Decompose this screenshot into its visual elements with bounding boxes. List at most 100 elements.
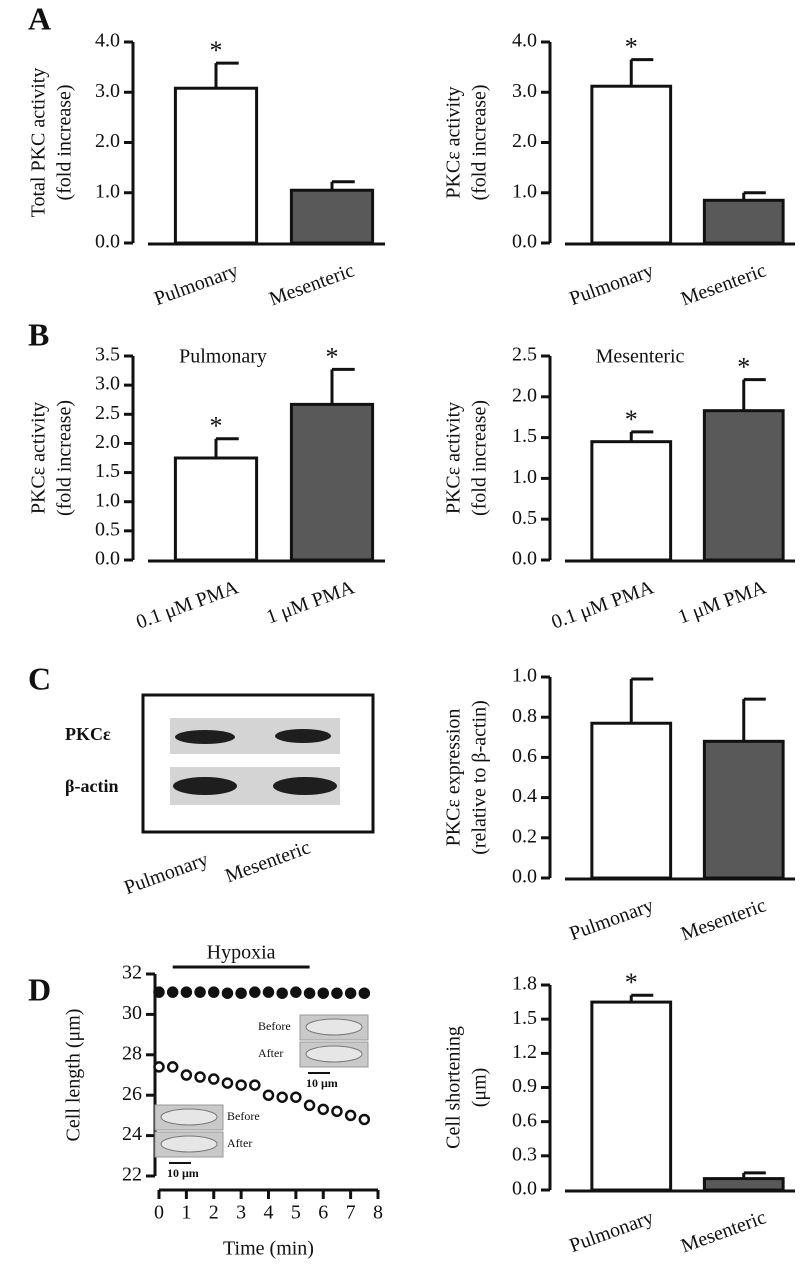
y-tick-label: 1.0 — [512, 665, 537, 687]
y-axis-label: (fold increase) — [469, 84, 491, 200]
bar — [173, 456, 259, 562]
data-point — [344, 987, 357, 999]
y-tick-label: 0.0 — [512, 1178, 537, 1200]
y-tick-label: 1.2 — [512, 1041, 537, 1063]
y-tick-label: 1.0 — [512, 180, 537, 202]
y-tick-label: 1.0 — [95, 180, 120, 202]
data-point — [208, 1073, 220, 1085]
cell-label: After — [227, 1136, 252, 1150]
y-tick-label: 1.0 — [95, 489, 120, 511]
data-point — [249, 1079, 261, 1091]
cell-outline — [160, 1108, 218, 1126]
bar — [702, 198, 785, 245]
data-point — [249, 986, 261, 998]
y-tick-label: 2.0 — [512, 384, 537, 406]
y-tick-label: 0.9 — [512, 1075, 537, 1097]
y-axis-label: PKCε activity — [443, 402, 465, 514]
data-point — [331, 1105, 343, 1118]
x-tick-label: Pulmonary — [567, 259, 657, 310]
x-tick-label: 5 — [291, 1202, 301, 1224]
blot-band — [275, 729, 331, 743]
y-tick-label: 2.5 — [95, 402, 120, 424]
y-tick-label: 0.0 — [95, 231, 120, 253]
data-point — [221, 1077, 234, 1089]
data-point — [358, 987, 371, 999]
x-tick-label: 0.1 μM PMA — [549, 576, 657, 633]
x-tick-label: Mesenteric — [266, 259, 357, 310]
y-tick-label: 1.5 — [95, 460, 120, 482]
blot-column-label: Pulmonary — [121, 848, 211, 899]
cell-label: Before — [258, 1019, 291, 1033]
x-tick-label: Mesenteric — [678, 894, 769, 945]
y-tick-label: 3.0 — [95, 80, 120, 102]
x-tick-label: 4 — [264, 1202, 274, 1224]
y-tick-label: 1.0 — [512, 466, 537, 488]
y-tick-label: 3.5 — [95, 344, 120, 366]
x-tick-label: 0 — [154, 1202, 164, 1224]
data-point — [221, 987, 234, 999]
y-tick-label: 30 — [122, 1002, 142, 1024]
bar — [590, 1000, 673, 1192]
significance-marker: * — [625, 33, 638, 62]
y-axis-label: (fold increase) — [54, 84, 76, 200]
y-axis-label: Total PKC activity — [28, 68, 50, 218]
bar — [289, 402, 375, 562]
y-tick-label: 1.5 — [512, 425, 537, 447]
y-tick-label: 26 — [122, 1083, 142, 1105]
bar — [590, 440, 673, 562]
y-axis-label: (relative to β-actin) — [469, 700, 491, 855]
y-tick-label: 0.0 — [512, 548, 537, 570]
x-tick-label: 0.1 μM PMA — [133, 576, 241, 633]
x-tick-label: 7 — [346, 1202, 356, 1224]
bar — [702, 1177, 785, 1192]
data-point — [276, 987, 288, 999]
chart-title: Hypoxia — [207, 942, 276, 964]
x-tick-label: 1 μM PMA — [675, 576, 769, 628]
y-axis-label: Cell length (μm) — [63, 1009, 85, 1142]
x-tick-label: Pulmonary — [567, 894, 657, 945]
y-tick-label: 22 — [122, 1164, 142, 1186]
y-tick-label: 0.0 — [95, 548, 120, 570]
x-tick-label: 2 — [209, 1202, 219, 1224]
significance-marker: * — [210, 36, 223, 65]
y-tick-label: 1.5 — [512, 1007, 537, 1029]
panel-letter: D — [28, 971, 51, 1007]
y-tick-label: 3.0 — [512, 80, 537, 102]
blot-row-label: PKCε — [65, 724, 111, 744]
y-axis-label: (fold increase) — [469, 400, 491, 516]
data-point — [262, 1089, 275, 1101]
y-axis-label: PKCε activity — [443, 86, 465, 198]
data-point — [290, 986, 302, 998]
y-axis-label: Cell shortening — [443, 1026, 465, 1149]
data-point — [276, 1091, 288, 1103]
data-point — [344, 1109, 357, 1122]
y-tick-label: 0.6 — [512, 1109, 537, 1131]
x-tick-label: Mesenteric — [678, 259, 769, 310]
x-tick-label: 1 — [181, 1202, 191, 1224]
x-tick-label: Pulmonary — [151, 259, 241, 310]
y-tick-label: 0.0 — [512, 231, 537, 253]
data-point — [180, 986, 193, 998]
y-tick-label: 0.3 — [512, 1143, 537, 1165]
data-point — [153, 986, 165, 998]
data-point — [166, 986, 179, 998]
y-tick-label: 24 — [122, 1123, 142, 1145]
y-tick-label: 4.0 — [512, 30, 537, 52]
data-point — [358, 1113, 371, 1126]
x-tick-label: Pulmonary — [567, 1206, 657, 1257]
data-point — [262, 986, 275, 998]
data-point — [303, 1099, 316, 1112]
chart-title: Mesenteric — [596, 346, 685, 368]
data-point — [331, 987, 343, 999]
bar — [702, 409, 785, 562]
y-tick-label: 1.8 — [512, 973, 537, 995]
y-tick-label: 2.5 — [512, 344, 537, 366]
blot-row-label: β-actin — [65, 776, 118, 796]
y-axis-label: (fold increase) — [54, 400, 76, 516]
panel-letter: B — [28, 316, 49, 352]
y-tick-label: 2.0 — [95, 431, 120, 453]
y-tick-label: 3.0 — [95, 373, 120, 395]
x-tick-label: 6 — [318, 1202, 328, 1224]
data-point — [153, 1061, 165, 1073]
x-tick-label: Mesenteric — [678, 1206, 769, 1257]
